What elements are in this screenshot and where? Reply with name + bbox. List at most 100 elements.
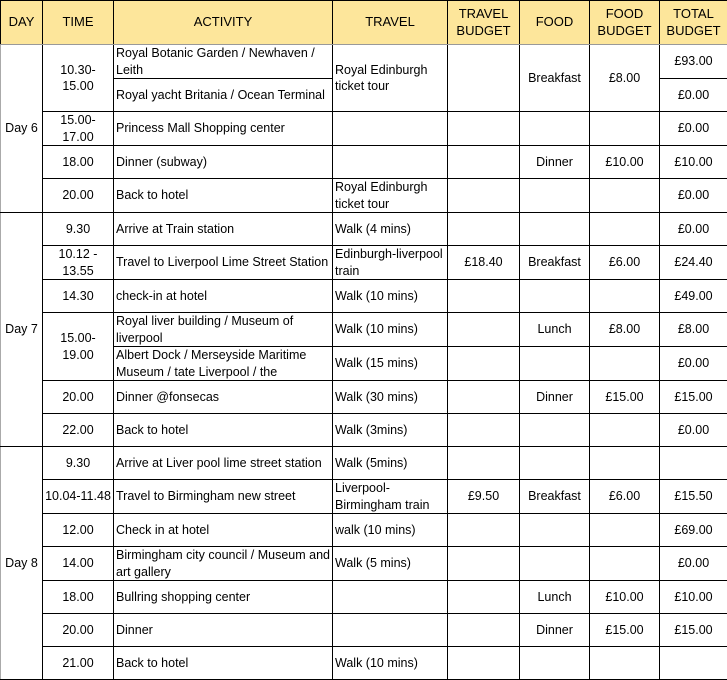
activity-cell[interactable]: Birmingham city council / Museum and art… — [114, 547, 333, 581]
travel-cell[interactable]: Walk (15 mins) — [333, 347, 448, 381]
food-budget-cell[interactable]: £10.00 — [590, 146, 660, 179]
travel-budget-cell[interactable]: £9.50 — [448, 480, 520, 514]
food-budget-cell[interactable]: £15.00 — [590, 381, 660, 414]
food-budget-cell[interactable] — [590, 647, 660, 680]
travel-budget-cell[interactable] — [448, 514, 520, 547]
activity-cell[interactable]: Arrive at Liver pool lime street station — [114, 447, 333, 480]
total-budget-cell[interactable]: £93.00 — [660, 45, 727, 79]
activity-cell[interactable]: check-in at hotel — [114, 280, 333, 313]
activity-cell[interactable]: Back to hotel — [114, 647, 333, 680]
travel-budget-cell[interactable] — [448, 213, 520, 246]
food-cell[interactable] — [520, 447, 590, 480]
food-budget-cell[interactable]: £6.00 — [590, 246, 660, 280]
activity-cell[interactable]: Royal yacht Britania / Ocean Terminal — [114, 79, 333, 112]
time-cell[interactable]: 10.30-15.00 — [43, 45, 114, 112]
food-cell[interactable] — [520, 112, 590, 146]
time-cell[interactable]: 12.00 — [43, 514, 114, 547]
activity-cell[interactable]: Back to hotel — [114, 179, 333, 213]
total-budget-cell[interactable]: £0.00 — [660, 414, 727, 447]
total-budget-cell[interactable] — [660, 447, 727, 480]
header-activity[interactable]: ACTIVITY — [114, 1, 333, 45]
food-cell[interactable]: Dinner — [520, 381, 590, 414]
food-cell[interactable]: Lunch — [520, 581, 590, 614]
travel-budget-cell[interactable] — [448, 280, 520, 313]
activity-cell[interactable]: Bullring shopping center — [114, 581, 333, 614]
food-budget-cell[interactable] — [590, 347, 660, 381]
travel-cell[interactable]: Walk (5mins) — [333, 447, 448, 480]
activity-cell[interactable]: Arrive at Train station — [114, 213, 333, 246]
travel-budget-cell[interactable]: £18.40 — [448, 246, 520, 280]
travel-budget-cell[interactable] — [448, 381, 520, 414]
travel-cell[interactable]: Walk (5 mins) — [333, 547, 448, 581]
activity-cell[interactable]: Royal liver building / Museum of liverpo… — [114, 313, 333, 347]
activity-cell[interactable]: Travel to Birmingham new street — [114, 480, 333, 514]
travel-budget-cell[interactable] — [448, 414, 520, 447]
travel-cell[interactable] — [333, 112, 448, 146]
travel-budget-cell[interactable] — [448, 112, 520, 146]
travel-budget-cell[interactable] — [448, 614, 520, 647]
travel-cell[interactable]: Walk (10 mins) — [333, 647, 448, 680]
food-cell[interactable] — [520, 514, 590, 547]
food-cell[interactable] — [520, 280, 590, 313]
total-budget-cell[interactable]: £0.00 — [660, 213, 727, 246]
travel-budget-cell[interactable] — [448, 447, 520, 480]
food-budget-cell[interactable] — [590, 179, 660, 213]
food-budget-cell[interactable] — [590, 514, 660, 547]
day-cell[interactable]: Day 7 — [1, 213, 43, 447]
header-total-budget[interactable]: TOTAL BUDGET — [660, 1, 727, 45]
travel-budget-cell[interactable] — [448, 581, 520, 614]
activity-cell[interactable]: Albert Dock / Merseyside Maritime Museum… — [114, 347, 333, 381]
time-cell[interactable]: 18.00 — [43, 146, 114, 179]
total-budget-cell[interactable]: £0.00 — [660, 179, 727, 213]
time-cell[interactable]: 9.30 — [43, 213, 114, 246]
header-travel[interactable]: TRAVEL — [333, 1, 448, 45]
time-cell[interactable]: 14.00 — [43, 547, 114, 581]
total-budget-cell[interactable]: £15.50 — [660, 480, 727, 514]
total-budget-cell[interactable]: £15.00 — [660, 381, 727, 414]
total-budget-cell[interactable]: £15.00 — [660, 614, 727, 647]
travel-cell[interactable]: Royal Edinburgh ticket tour (majestic) — [333, 45, 448, 112]
total-budget-cell[interactable]: £0.00 — [660, 547, 727, 581]
time-cell[interactable]: 20.00 — [43, 381, 114, 414]
activity-cell[interactable]: Princess Mall Shopping center — [114, 112, 333, 146]
travel-cell[interactable] — [333, 146, 448, 179]
travel-budget-cell[interactable] — [448, 146, 520, 179]
food-budget-cell[interactable]: £8.00 — [590, 45, 660, 112]
time-cell[interactable]: 21.00 — [43, 647, 114, 680]
travel-cell[interactable]: walk (10 mins) — [333, 514, 448, 547]
travel-budget-cell[interactable] — [448, 179, 520, 213]
food-cell[interactable] — [520, 347, 590, 381]
food-cell[interactable] — [520, 213, 590, 246]
food-cell[interactable] — [520, 414, 590, 447]
time-cell[interactable]: 20.00 — [43, 614, 114, 647]
time-cell[interactable]: 14.30 — [43, 280, 114, 313]
travel-cell[interactable] — [333, 614, 448, 647]
total-budget-cell[interactable]: £0.00 — [660, 347, 727, 381]
food-cell[interactable]: Breakfast — [520, 246, 590, 280]
time-cell[interactable]: 10.04-11.48 — [43, 480, 114, 514]
time-cell[interactable]: 15.00-19.00 — [43, 313, 114, 381]
time-cell[interactable]: 15.00-17.00 — [43, 112, 114, 146]
travel-cell[interactable]: Walk (10 mins) — [333, 313, 448, 347]
travel-cell[interactable]: Walk (3mins) — [333, 414, 448, 447]
travel-budget-cell[interactable] — [448, 647, 520, 680]
food-cell[interactable]: Breakfast — [520, 45, 590, 112]
food-budget-cell[interactable] — [590, 414, 660, 447]
total-budget-cell[interactable]: £8.00 — [660, 313, 727, 347]
total-budget-cell[interactable]: £69.00 — [660, 514, 727, 547]
travel-cell[interactable]: Royal Edinburgh ticket tour — [333, 179, 448, 213]
day-cell[interactable]: Day 8 — [1, 447, 43, 680]
food-cell[interactable] — [520, 647, 590, 680]
travel-budget-cell[interactable] — [448, 45, 520, 112]
food-budget-cell[interactable]: £15.00 — [590, 614, 660, 647]
activity-cell[interactable]: Back to hotel — [114, 414, 333, 447]
travel-cell[interactable]: Liverpool-Birmingham train — [333, 480, 448, 514]
food-cell[interactable]: Dinner — [520, 614, 590, 647]
header-time[interactable]: TIME — [43, 1, 114, 45]
travel-cell[interactable]: Walk (30 mins) — [333, 381, 448, 414]
total-budget-cell[interactable]: £0.00 — [660, 112, 727, 146]
food-cell[interactable]: Dinner — [520, 146, 590, 179]
food-cell[interactable] — [520, 547, 590, 581]
header-food[interactable]: FOOD — [520, 1, 590, 45]
travel-cell[interactable]: Walk (4 mins) — [333, 213, 448, 246]
